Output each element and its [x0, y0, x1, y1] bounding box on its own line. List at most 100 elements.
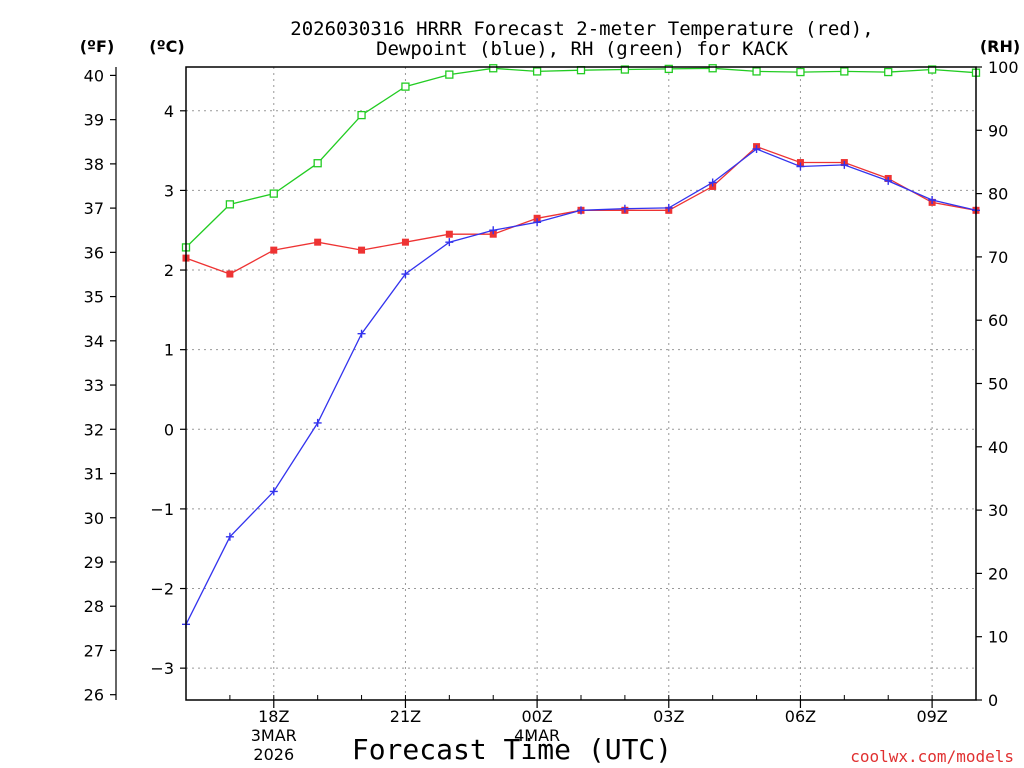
rh-tick-label: 30 [988, 501, 1008, 520]
data-point-rh [664, 64, 673, 74]
x-tick-label: 03Z [653, 707, 684, 726]
x-axis-title: Forecast Time (UTC) [352, 733, 672, 766]
celsius-tick-label: 1 [164, 341, 174, 360]
data-point-rh [840, 67, 849, 76]
data-point-temperature [445, 230, 453, 238]
fahrenheit-tick-label: 38 [84, 155, 104, 174]
data-point-rh [620, 65, 630, 74]
rh-tick-label: 60 [988, 311, 1008, 330]
rh-tick-label: 20 [988, 564, 1008, 583]
x-tick-label: 00Z [521, 707, 552, 726]
fahrenheit-tick-label: 37 [84, 199, 104, 218]
celsius-tick-label: 3 [164, 181, 174, 200]
rh-unit-label: (RH) [980, 37, 1020, 56]
fahrenheit-tick-label: 30 [84, 509, 104, 528]
chart-subtitle: Dewpoint (blue), RH (green) for KACK [376, 38, 788, 60]
celsius-axis: −3 −2 −1 0 1 2 3 4 [150, 102, 186, 678]
data-point-rh [357, 110, 366, 120]
fahrenheit-tick-label: 31 [84, 465, 104, 484]
celsius-tick-label: −2 [150, 580, 174, 599]
rh-tick-label: 0 [988, 691, 998, 710]
fahrenheit-tick-label: 27 [84, 641, 104, 660]
data-point-temperature [358, 246, 366, 254]
celsius-tick-label: 4 [164, 102, 174, 121]
celsius-tick-label: 0 [164, 420, 174, 439]
data-point-rh [401, 82, 410, 91]
x-tick-label: 2026 [253, 745, 294, 764]
data-point-dewpoint [840, 160, 849, 169]
fahrenheit-tick-label: 29 [84, 553, 104, 572]
data-point-dewpoint [928, 195, 937, 204]
rh-tick-label: 70 [988, 248, 1008, 267]
data-point-dewpoint [708, 178, 717, 187]
celsius-tick-label: −1 [150, 500, 174, 519]
data-point-temperature [314, 238, 322, 246]
series-rh [181, 64, 981, 252]
data-point-rh [269, 189, 278, 198]
grid-lines [186, 67, 976, 700]
series-line-dewpoint [185, 148, 977, 625]
rh-axis: 0 10 20 30 40 50 60 70 80 90 100 [976, 58, 1019, 710]
data-point-rh [708, 64, 717, 73]
celsius-unit-label: (ºC) [149, 37, 184, 56]
celsius-tick-label: 2 [164, 261, 174, 280]
data-point-dewpoint [884, 176, 893, 185]
watermark: coolwx.com/models [850, 747, 1014, 766]
fahrenheit-tick-label: 35 [84, 288, 104, 307]
data-point-dewpoint [357, 329, 366, 338]
fahrenheit-tick-label: 34 [84, 332, 104, 351]
data-point-dewpoint [489, 226, 498, 235]
data-point-rh [884, 67, 893, 77]
series-layer [181, 64, 981, 629]
data-point-dewpoint [533, 218, 542, 227]
rh-tick-label: 90 [988, 121, 1008, 140]
fahrenheit-tick-label: 33 [84, 376, 104, 395]
x-tick-label: 3MAR [251, 726, 297, 745]
fahrenheit-tick-label: 28 [84, 597, 104, 616]
fahrenheit-tick-label: 26 [84, 686, 104, 705]
data-point-rh [313, 159, 322, 168]
fahrenheit-tick-label: 36 [84, 243, 104, 262]
fahrenheit-tick-label: 32 [84, 420, 104, 439]
celsius-tick-label: −3 [150, 659, 174, 678]
data-point-temperature [226, 270, 234, 278]
series-line-rh [185, 67, 977, 248]
data-point-dewpoint [225, 532, 234, 541]
data-point-rh [796, 67, 805, 77]
rh-tick-label: 40 [988, 438, 1008, 457]
data-point-dewpoint [401, 270, 410, 279]
fahrenheit-tick-label: 40 [84, 66, 104, 85]
x-tick-label: 18Z [258, 707, 289, 726]
data-point-dewpoint [445, 238, 454, 247]
plot-frame [185, 66, 977, 701]
fahrenheit-tick-label: 39 [84, 111, 104, 130]
data-point-dewpoint [752, 145, 761, 154]
series-dewpoint [182, 145, 980, 629]
rh-tick-label: 10 [988, 628, 1008, 647]
x-tick-label: 21Z [390, 707, 421, 726]
rh-tick-label: 100 [988, 58, 1019, 77]
x-tick-label: 4MAR [514, 726, 560, 745]
x-tick-label: 06Z [785, 707, 816, 726]
data-point-dewpoint [664, 203, 673, 212]
x-tick-label: 09Z [916, 707, 947, 726]
data-point-dewpoint [313, 418, 322, 427]
fahrenheit-axis: 26 27 28 29 30 31 32 33 34 35 36 37 38 39 40 [84, 66, 117, 705]
data-point-dewpoint [577, 206, 585, 215]
rh-tick-label: 80 [988, 185, 1008, 204]
data-point-dewpoint [269, 487, 278, 496]
data-point-rh [752, 67, 761, 76]
data-point-temperature [401, 238, 409, 246]
data-point-temperature [270, 246, 278, 254]
data-point-rh [532, 67, 542, 76]
data-point-dewpoint [796, 162, 805, 171]
data-point-rh [927, 65, 937, 74]
data-point-dewpoint [620, 204, 629, 213]
data-point-rh [489, 64, 498, 73]
data-point-rh [445, 70, 454, 79]
rh-tick-label: 50 [988, 375, 1008, 394]
fahrenheit-unit-label: (ºF) [80, 37, 115, 56]
chart-title: 2026030316 HRRR Forecast 2-meter Tempera… [290, 18, 873, 40]
